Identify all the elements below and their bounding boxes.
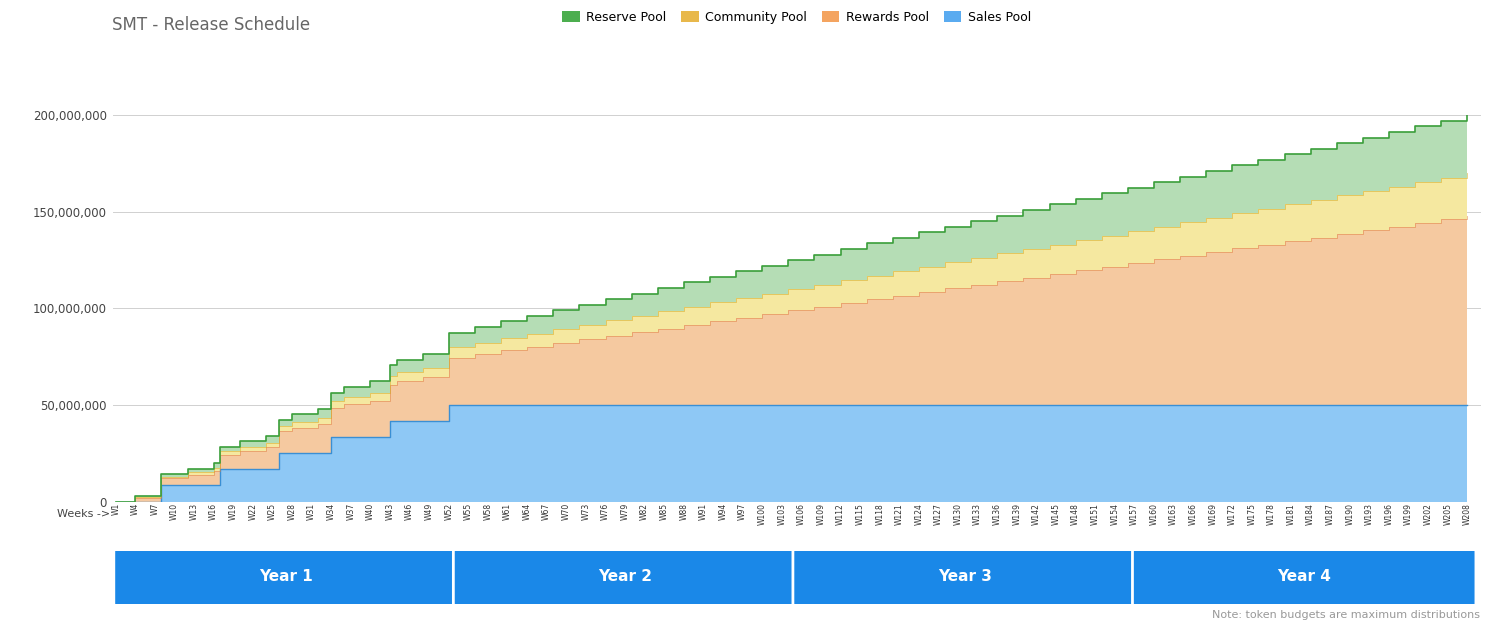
Text: SMT - Release Schedule: SMT - Release Schedule [112, 16, 310, 34]
FancyBboxPatch shape [794, 528, 1137, 623]
FancyBboxPatch shape [114, 528, 458, 623]
Text: Year 3: Year 3 [938, 569, 992, 584]
Text: Year 2: Year 2 [598, 569, 652, 584]
Legend: Reserve Pool, Community Pool, Rewards Pool, Sales Pool: Reserve Pool, Community Pool, Rewards Po… [558, 6, 1035, 29]
FancyBboxPatch shape [453, 528, 796, 623]
Text: Year 1: Year 1 [258, 569, 312, 584]
FancyBboxPatch shape [1132, 528, 1476, 623]
Text: Note: token budgets are maximum distributions: Note: token budgets are maximum distribu… [1212, 610, 1480, 620]
Text: Year 4: Year 4 [1278, 569, 1330, 584]
Text: Weeks ->: Weeks -> [57, 509, 110, 519]
